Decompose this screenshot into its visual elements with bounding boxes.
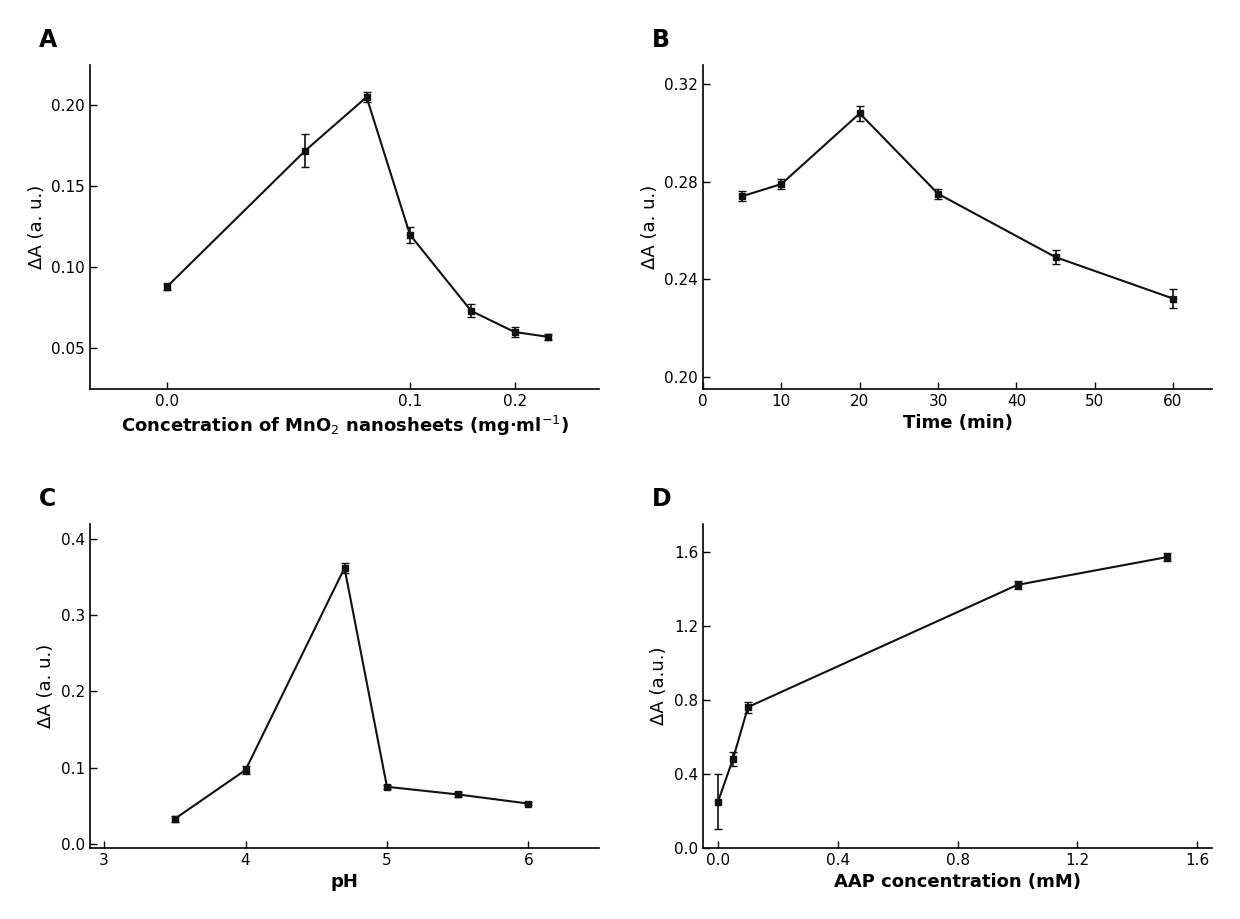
Y-axis label: ΔA (a. u.): ΔA (a. u.) — [641, 185, 658, 269]
Y-axis label: ΔA (a.u.): ΔA (a.u.) — [651, 646, 668, 725]
Y-axis label: ΔA (a. u.): ΔA (a. u.) — [27, 185, 46, 269]
X-axis label: Concetration of MnO$_2$ nanosheets (mg·ml$^{-1}$): Concetration of MnO$_2$ nanosheets (mg·m… — [120, 414, 568, 438]
X-axis label: AAP concentration (mM): AAP concentration (mM) — [835, 873, 1081, 891]
X-axis label: Time (min): Time (min) — [903, 414, 1013, 432]
Text: C: C — [38, 487, 56, 511]
Text: A: A — [38, 28, 57, 51]
Y-axis label: ΔA (a. u.): ΔA (a. u.) — [37, 643, 56, 728]
Text: D: D — [652, 487, 672, 511]
X-axis label: pH: pH — [331, 873, 358, 891]
Text: B: B — [652, 28, 670, 51]
